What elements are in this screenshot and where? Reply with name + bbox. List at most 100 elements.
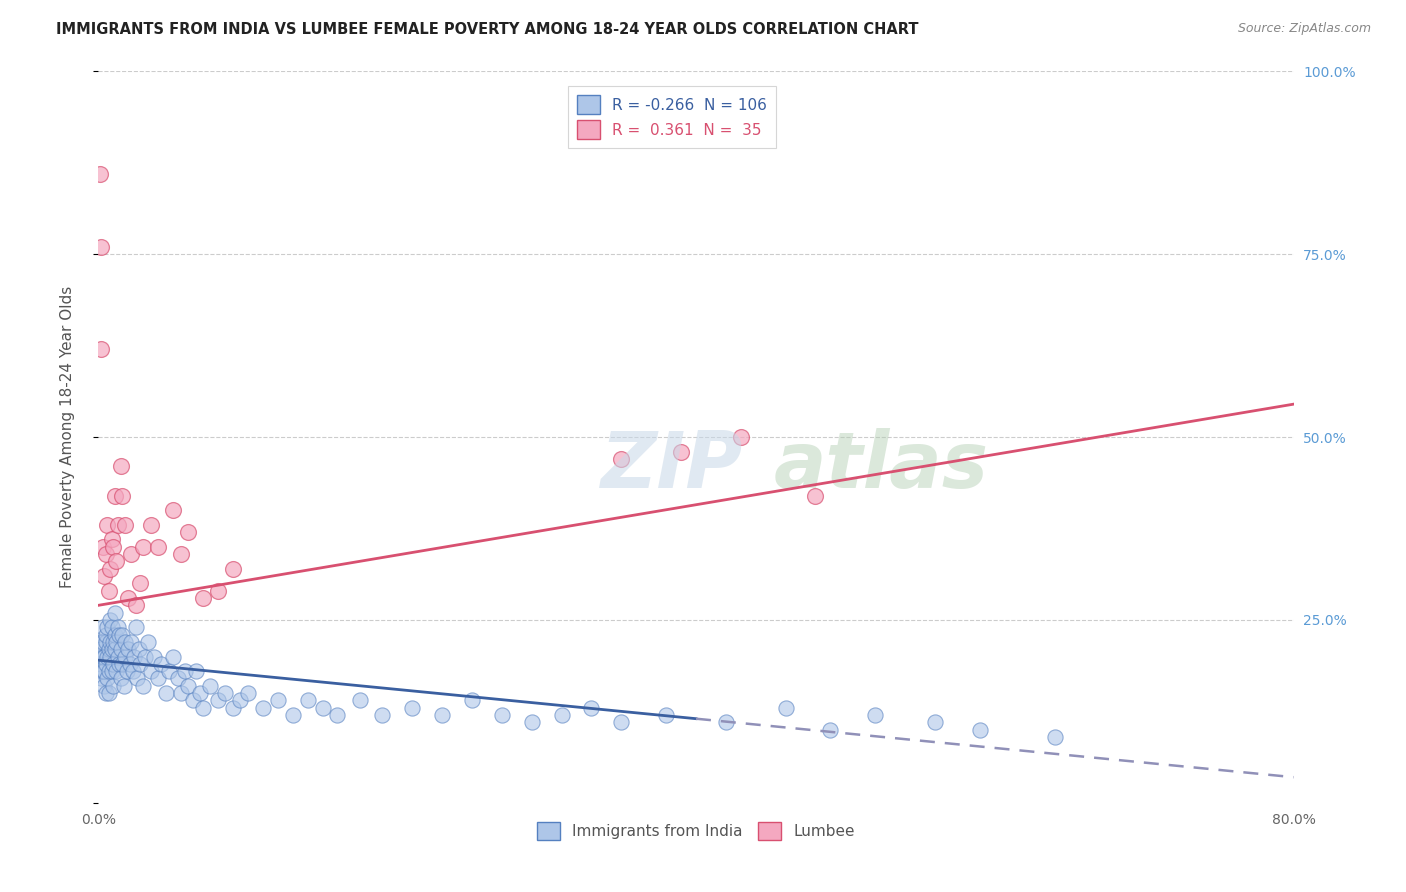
- Point: [111, 489, 134, 503]
- Point: [655, 708, 678, 723]
- Point: [103, 540, 125, 554]
- Point: [169, 547, 191, 561]
- Point: [136, 635, 159, 649]
- Point: [93, 679, 115, 693]
- Point: [222, 700, 245, 714]
- Point: [97, 664, 120, 678]
- Point: [89, 649, 111, 664]
- Point: [222, 562, 245, 576]
- Point: [169, 686, 191, 700]
- Point: [924, 715, 946, 730]
- Point: [430, 708, 453, 723]
- Point: [326, 708, 349, 723]
- Point: [520, 715, 543, 730]
- Point: [93, 649, 115, 664]
- Point: [1043, 730, 1066, 744]
- Point: [150, 657, 173, 671]
- Point: [90, 642, 112, 657]
- Point: [110, 672, 132, 686]
- Point: [107, 620, 129, 634]
- Point: [105, 554, 128, 568]
- Point: [804, 489, 827, 503]
- Point: [669, 444, 692, 458]
- Point: [148, 672, 170, 686]
- Point: [349, 693, 371, 707]
- Point: [91, 540, 114, 554]
- Point: [297, 693, 319, 707]
- Point: [97, 686, 120, 700]
- Point: [117, 642, 139, 657]
- Point: [200, 679, 222, 693]
- Point: [90, 657, 112, 671]
- Legend: Immigrants from India, Lumbee: Immigrants from India, Lumbee: [531, 815, 860, 847]
- Point: [155, 686, 177, 700]
- Point: [132, 540, 155, 554]
- Point: [91, 620, 114, 634]
- Point: [105, 664, 128, 678]
- Point: [96, 649, 118, 664]
- Point: [101, 620, 124, 634]
- Point: [112, 679, 135, 693]
- Point: [188, 686, 211, 700]
- Point: [142, 649, 165, 664]
- Point: [114, 635, 136, 649]
- Point: [214, 686, 236, 700]
- Point: [371, 708, 394, 723]
- Point: [139, 664, 162, 678]
- Point: [120, 635, 142, 649]
- Point: [118, 657, 141, 671]
- Point: [108, 627, 131, 641]
- Point: [184, 664, 207, 678]
- Point: [101, 664, 124, 678]
- Point: [177, 679, 200, 693]
- Text: atlas: atlas: [773, 428, 988, 504]
- Point: [103, 635, 125, 649]
- Point: [115, 664, 138, 678]
- Point: [820, 723, 842, 737]
- Point: [730, 430, 752, 444]
- Point: [104, 489, 127, 503]
- Point: [134, 649, 156, 664]
- Point: [114, 649, 136, 664]
- Point: [96, 517, 118, 532]
- Point: [97, 583, 120, 598]
- Point: [550, 708, 572, 723]
- Point: [94, 627, 117, 641]
- Point: [101, 533, 124, 547]
- Point: [207, 693, 229, 707]
- Point: [714, 715, 737, 730]
- Point: [581, 700, 603, 714]
- Point: [148, 540, 170, 554]
- Point: [252, 700, 274, 714]
- Point: [267, 693, 290, 707]
- Point: [110, 642, 132, 657]
- Text: IMMIGRANTS FROM INDIA VS LUMBEE FEMALE POVERTY AMONG 18-24 YEAR OLDS CORRELATION: IMMIGRANTS FROM INDIA VS LUMBEE FEMALE P…: [56, 22, 918, 37]
- Text: Source: ZipAtlas.com: Source: ZipAtlas.com: [1237, 22, 1371, 36]
- Point: [111, 657, 134, 671]
- Point: [162, 503, 184, 517]
- Point: [191, 591, 214, 605]
- Point: [105, 635, 128, 649]
- Point: [94, 657, 117, 671]
- Point: [610, 715, 633, 730]
- Point: [103, 657, 125, 671]
- Point: [111, 627, 134, 641]
- Point: [157, 664, 180, 678]
- Point: [121, 664, 143, 678]
- Point: [128, 642, 150, 657]
- Point: [129, 657, 152, 671]
- Point: [104, 627, 127, 641]
- Point: [311, 700, 333, 714]
- Point: [98, 613, 122, 627]
- Point: [94, 686, 117, 700]
- Point: [124, 649, 146, 664]
- Point: [401, 700, 423, 714]
- Point: [96, 620, 118, 634]
- Point: [181, 693, 204, 707]
- Point: [491, 708, 513, 723]
- Point: [461, 693, 484, 707]
- Point: [865, 708, 887, 723]
- Point: [229, 693, 252, 707]
- Point: [129, 576, 152, 591]
- Point: [127, 672, 149, 686]
